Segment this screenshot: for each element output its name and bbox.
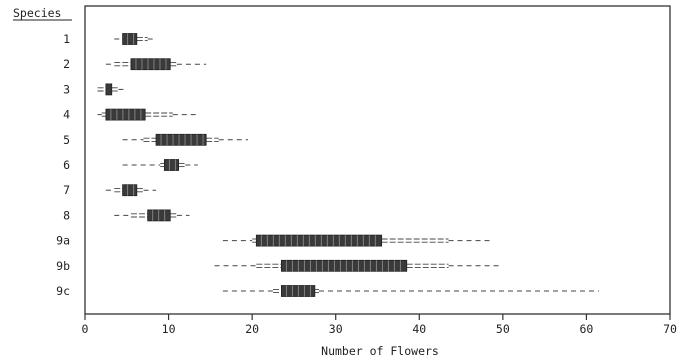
x-tick-label: 50 (496, 322, 510, 336)
category-label: 2 (63, 57, 70, 71)
category-label: 9c (56, 284, 70, 298)
category-label: 4 (63, 108, 70, 122)
x-tick-label: 10 (162, 322, 176, 336)
x-tick-label: 20 (245, 322, 259, 336)
iqr-box (280, 259, 408, 272)
iqr-box (105, 83, 113, 96)
iqr-box (255, 234, 383, 247)
iqr-box (155, 133, 207, 146)
x-tick-label: 0 (82, 322, 89, 336)
category-label: 8 (63, 208, 70, 222)
category-label: 7 (63, 183, 70, 197)
plot-frame (84, 5, 671, 315)
category-label: 9b (56, 259, 70, 273)
y-axis-label: Species (13, 6, 61, 20)
x-tick-label: 70 (663, 322, 677, 336)
iqr-box (105, 108, 146, 121)
category-label: 1 (63, 32, 70, 46)
iqr-box (163, 159, 179, 171)
category-label: 5 (63, 133, 70, 147)
x-tick-label: 30 (329, 322, 343, 336)
x-axis-label: Number of Flowers (321, 344, 439, 358)
iqr-box (122, 33, 138, 45)
category-label: 3 (63, 82, 70, 96)
iqr-box (130, 58, 171, 71)
category-label: 6 (63, 158, 70, 172)
x-tick-label: 40 (412, 322, 426, 336)
x-tick-label: 60 (579, 322, 593, 336)
category-label: 9a (56, 234, 70, 248)
iqr-box (122, 184, 138, 197)
